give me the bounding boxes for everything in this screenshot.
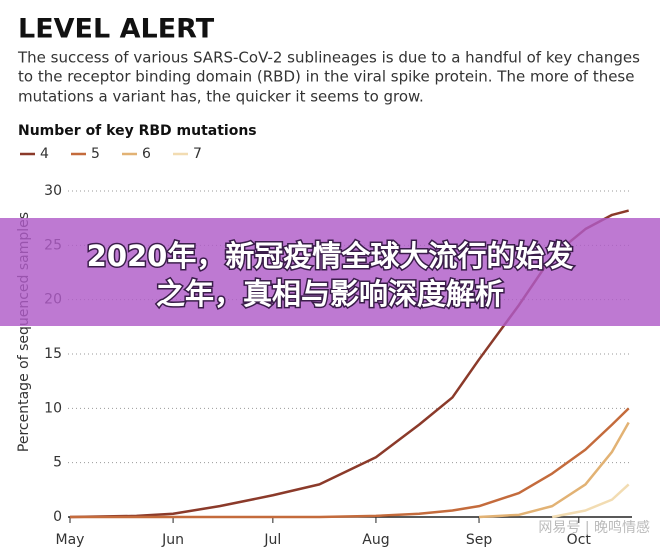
overlay-text: 2020年，新冠疫情全球大流行的始发 [87, 239, 574, 273]
x-tick-label: Oct [567, 532, 592, 547]
chart-title: LEVEL ALERT [18, 14, 215, 45]
y-tick-label: 30 [44, 183, 62, 199]
overlay-banner [0, 218, 660, 326]
y-tick-label: 15 [44, 346, 62, 362]
legend-label: 4 [40, 146, 49, 162]
series-line [70, 407, 630, 519]
series-line [551, 483, 630, 519]
legend-label: 6 [142, 146, 151, 162]
y-tick-label: 10 [44, 400, 62, 416]
y-tick-label: 5 [53, 455, 62, 471]
legend-label: 5 [91, 146, 100, 162]
subtitle: The success of various SARS-CoV-2 sublin… [17, 49, 640, 67]
y-tick-label: 0 [53, 509, 62, 525]
subtitle: to the receptor binding domain (RBD) in … [18, 68, 634, 86]
legend-title: Number of key RBD mutations [18, 123, 257, 139]
watermark: 网易号 | 晚鸣情感 [538, 519, 650, 536]
series-line [478, 421, 630, 519]
x-tick-label: Sep [466, 532, 493, 547]
legend-label: 7 [193, 146, 202, 162]
x-tick-label: Jul [263, 532, 281, 547]
x-tick-label: May [56, 532, 85, 547]
subtitle: mutations a variant has, the quicker it … [18, 88, 424, 106]
x-tick-label: Aug [362, 532, 389, 547]
x-tick-label: Jun [161, 532, 184, 547]
overlay-text: 之年，真相与影响深度解析 [156, 277, 504, 311]
